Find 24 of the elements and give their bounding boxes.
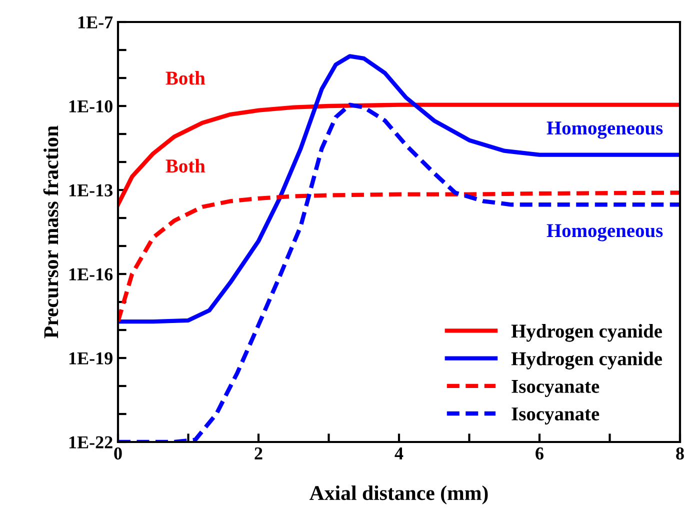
y-tick-label: 1E-22 — [69, 436, 112, 448]
x-tick-label: 8 — [676, 447, 684, 460]
x-axis-title: Axial distance (mm) — [310, 485, 488, 504]
y-tick-label: 1E-19 — [69, 352, 112, 364]
y-tick-label: 1E-10 — [69, 100, 112, 112]
x-tick-label: 6 — [536, 447, 544, 460]
x-tick-label: 2 — [254, 447, 262, 460]
annotation: Both — [166, 71, 206, 85]
legend-label: Hydrogen cyanide — [511, 352, 662, 370]
annotation: Homogeneous — [546, 122, 663, 139]
x-tick-label: 0 — [114, 447, 122, 460]
y-axis-title: Precursor mass fraction — [43, 126, 58, 338]
y-tick-label: 1E-13 — [69, 184, 113, 196]
annotation: Homogeneous — [546, 224, 663, 242]
legend-label: Isocyanate — [512, 380, 600, 397]
line-series — [118, 54, 680, 324]
y-tick-label: 1E-16 — [69, 268, 113, 280]
line-series — [118, 190, 680, 324]
legend-label: Hydrogen cyanide — [511, 324, 662, 342]
y-tick-label: 1E-7 — [78, 16, 113, 28]
x-tick-label: 4 — [394, 448, 404, 460]
line-series — [118, 102, 680, 207]
annotation: Both — [166, 158, 206, 173]
legend-label: Isocyanate — [512, 408, 600, 424]
